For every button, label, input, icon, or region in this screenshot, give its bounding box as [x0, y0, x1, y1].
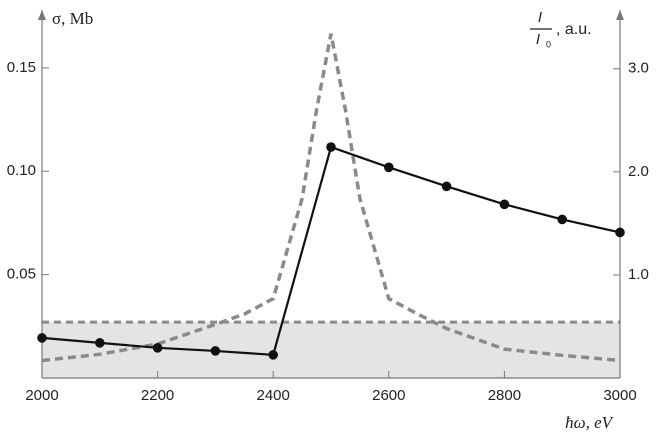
y-tick-label: 0.15	[7, 59, 36, 76]
y-tick-label: 0.05	[7, 266, 36, 283]
y2-tick-label: 2.0	[628, 163, 649, 180]
data-point	[152, 343, 163, 353]
y-axis-arrow	[38, 10, 46, 20]
data-point	[268, 350, 279, 360]
data-point	[37, 333, 47, 343]
y2-label-subscript: 0	[546, 39, 551, 49]
x-tick-label: 3000	[603, 387, 636, 404]
dashed-curve	[41, 33, 621, 363]
data-point	[95, 338, 105, 348]
y2-axis-arrow	[616, 10, 624, 20]
data-point	[615, 227, 625, 238]
x-tick-label: 2000	[25, 387, 58, 404]
data-point	[210, 346, 221, 356]
shaded-band	[42, 322, 620, 378]
x-axis-label: ħω, eV	[565, 413, 615, 432]
x-tick-label: 2600	[372, 387, 405, 404]
x-tick-label: 2400	[257, 387, 290, 404]
x-tick-label: 2200	[141, 387, 174, 404]
y2-axis-label: I I 0 , a.u.	[530, 9, 592, 49]
data-point	[326, 142, 336, 152]
y2-label-denominator: I	[536, 31, 540, 48]
y2-label-numerator: I	[538, 9, 542, 26]
y-axis-label: σ, Mb	[52, 9, 93, 28]
data-point	[499, 199, 510, 210]
x-tick-label: 2800	[488, 387, 521, 404]
y2-label-suffix: , a.u.	[556, 21, 592, 38]
data-point	[557, 214, 567, 225]
y2-tick-label: 3.0	[628, 60, 649, 77]
data-point	[384, 162, 394, 173]
y-tick-label: 0.10	[7, 162, 36, 179]
y2-tick-label: 1.0	[628, 266, 649, 283]
data-point	[441, 181, 452, 192]
